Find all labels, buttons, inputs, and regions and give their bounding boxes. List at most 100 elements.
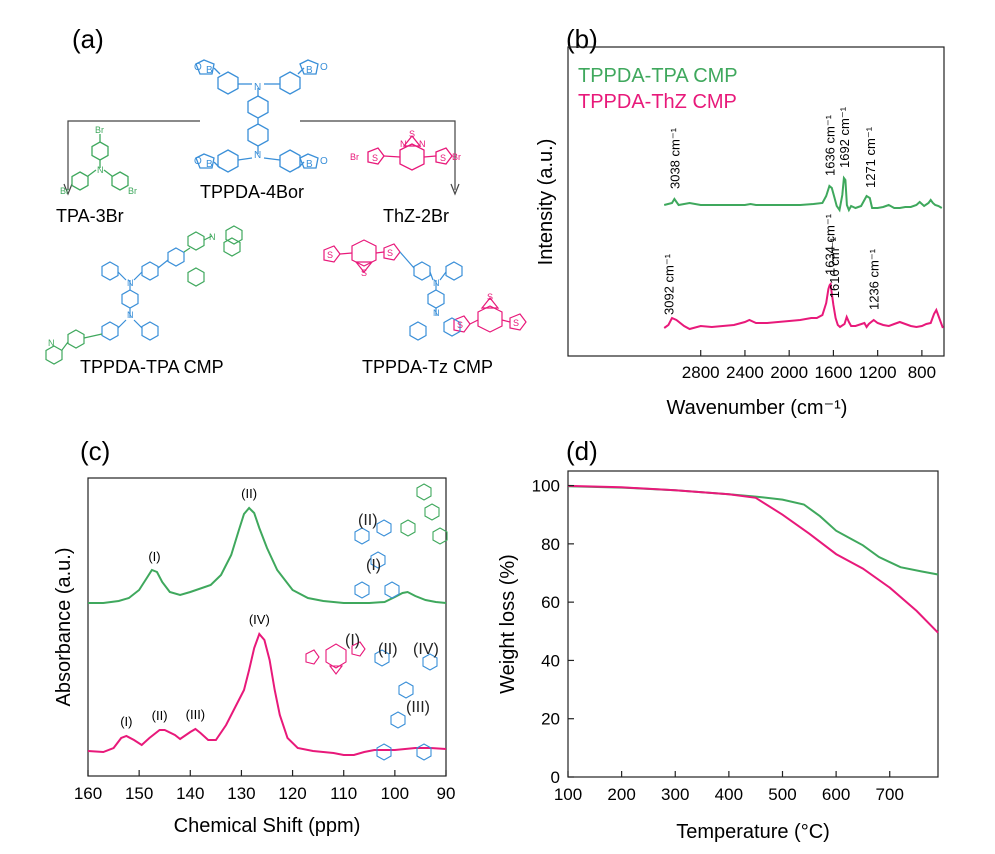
panel-a-label: (a) [72, 24, 104, 54]
panel-d-label: (d) [566, 436, 598, 466]
legend-entry-tpa: TPPDA-TPA CMP [578, 65, 738, 87]
y-axis-label: Weight loss (%) [497, 554, 519, 694]
site-label-ii: (II) [378, 641, 398, 658]
o-atom: O [320, 62, 328, 73]
x-tick-label: 500 [768, 785, 796, 804]
s-atom: S [513, 318, 519, 328]
x-tick-label: 150 [125, 784, 153, 803]
compound-label-tppda-tz-cmp: TPPDA-Tz CMP [362, 357, 493, 377]
panel-d-tga: (d) 100 200 300 400 500 600 700 0 20 40 60 80 100 We… [497, 436, 939, 843]
x-tick-label: 120 [278, 784, 306, 803]
nmr-line-thz [87, 632, 447, 756]
nmr-line-tpa [88, 506, 447, 604]
site-label-ii: (II) [358, 512, 378, 529]
inset-structure-labels-top: (II) (I) [358, 512, 381, 574]
peak-annotation: 3092 cm⁻¹ [661, 253, 676, 315]
inset-structure-tpa [354, 483, 448, 599]
n-atom: N [433, 278, 440, 288]
panel-b-label: (b) [566, 24, 598, 54]
site-label-i: (I) [345, 632, 360, 649]
arrowhead-left [63, 183, 73, 196]
o-atom: O [320, 156, 328, 167]
b-atom: B [206, 65, 213, 76]
site-label-i: (I) [366, 557, 381, 574]
n-atom: N [433, 308, 440, 318]
x-tick-label: 160 [74, 784, 102, 803]
arrowhead-right [450, 183, 460, 196]
peak-label: (II) [152, 708, 168, 723]
tpa-3br-atoms: Br N Br Br [60, 125, 137, 196]
plot-frame [567, 470, 939, 778]
compound-label-tpa-3br: TPA-3Br [56, 206, 124, 226]
br-atom: Br [128, 186, 137, 196]
x-axis-label: Chemical Shift (ppm) [174, 815, 361, 837]
inset-structure-labels-bottom: (I) (II) (IV) (III) [345, 632, 439, 716]
tppda-tz-cmp-blue-core [399, 251, 463, 341]
s-atom: S [457, 320, 463, 330]
compound-label-tppda-tpa-cmp: TPPDA-TPA CMP [80, 357, 224, 377]
tga-line-tpa [567, 485, 939, 576]
o-atom: O [194, 62, 202, 73]
x-axis-label: Temperature (°C) [676, 821, 830, 843]
thz-2br-structure [367, 134, 453, 171]
peak-label: (I) [120, 714, 132, 729]
spectrum-line-thz [663, 281, 944, 331]
peak-annotation: 1692 cm⁻¹ [837, 106, 852, 168]
tpa-3br-structure [71, 134, 129, 191]
o-atom: O [194, 156, 202, 167]
x-tick-label: 130 [227, 784, 255, 803]
br-atom: Br [452, 152, 461, 162]
x-tick-label: 2000 [770, 363, 808, 382]
s-atom: S [372, 153, 378, 163]
legend-entry-thz: TPPDA-ThZ CMP [578, 91, 737, 113]
br-atom: Br [60, 186, 69, 196]
compound-label-thz-2br: ThZ-2Br [383, 206, 449, 226]
tppda-tpa-cmp-atoms: N N N N [48, 232, 216, 348]
tga-line-thz [567, 484, 939, 634]
site-label-iii: (III) [406, 699, 430, 716]
peak-annotation: 1616 cm⁻¹ [827, 237, 842, 299]
n-atom: N [419, 139, 426, 149]
peak-label: (III) [186, 707, 206, 722]
n-atom: N [48, 338, 55, 348]
x-tick-label: 2800 [682, 363, 720, 382]
reaction-arrow-right [300, 120, 456, 190]
x-tick-label: 100 [554, 785, 582, 804]
y-tick-label: 80 [541, 535, 560, 554]
peak-annotation: 1634 cm⁻¹ [823, 213, 838, 275]
s-atom: S [327, 250, 333, 260]
y-axis-label: Absorbance (a.u.) [53, 548, 75, 707]
site-label-iv: (IV) [413, 641, 439, 658]
peak-annotation: 1271 cm⁻¹ [863, 126, 878, 188]
b-atom: B [306, 65, 313, 76]
x-tick-label: 200 [607, 785, 635, 804]
peak-label: (IV) [249, 612, 270, 627]
y-tick-label: 20 [541, 710, 560, 729]
n-atom: N [97, 165, 104, 175]
x-tick-label: 600 [822, 785, 850, 804]
s-atom: S [409, 129, 415, 139]
peak-annotation: 1236 cm⁻¹ [867, 248, 882, 310]
panel-a-scheme: (a) [45, 24, 527, 377]
s-atom: S [387, 248, 393, 258]
peak-label: (II) [241, 486, 257, 501]
b-atom: B [206, 159, 213, 170]
peak-annotation: 1636 cm⁻¹ [822, 114, 837, 176]
n-atom: N [127, 310, 134, 320]
peak-annotation: 3038 cm⁻¹ [667, 127, 682, 189]
y-tick-label: 0 [551, 768, 560, 787]
n-atom: N [254, 82, 261, 93]
tppda-4bor-atoms: N N B B B B O O O O [194, 62, 328, 170]
x-tick-label: 140 [176, 784, 204, 803]
x-tick-label: 110 [330, 784, 357, 803]
y-axis-label: Intensity (a.u.) [535, 139, 557, 266]
panel-b-ftir: (b) TPPDA-TPA CMP TPPDA-ThZ CMP 2800 2400… [535, 24, 945, 419]
reaction-arrow-left [67, 120, 200, 190]
x-tick-label: 1600 [814, 363, 852, 382]
x-tick-label: 100 [381, 784, 409, 803]
x-tick-label: 1200 [859, 363, 897, 382]
x-tick-label: 700 [876, 785, 904, 804]
tppda-tpa-cmp-blue-core [101, 247, 185, 341]
x-tick-label: 90 [437, 784, 456, 803]
